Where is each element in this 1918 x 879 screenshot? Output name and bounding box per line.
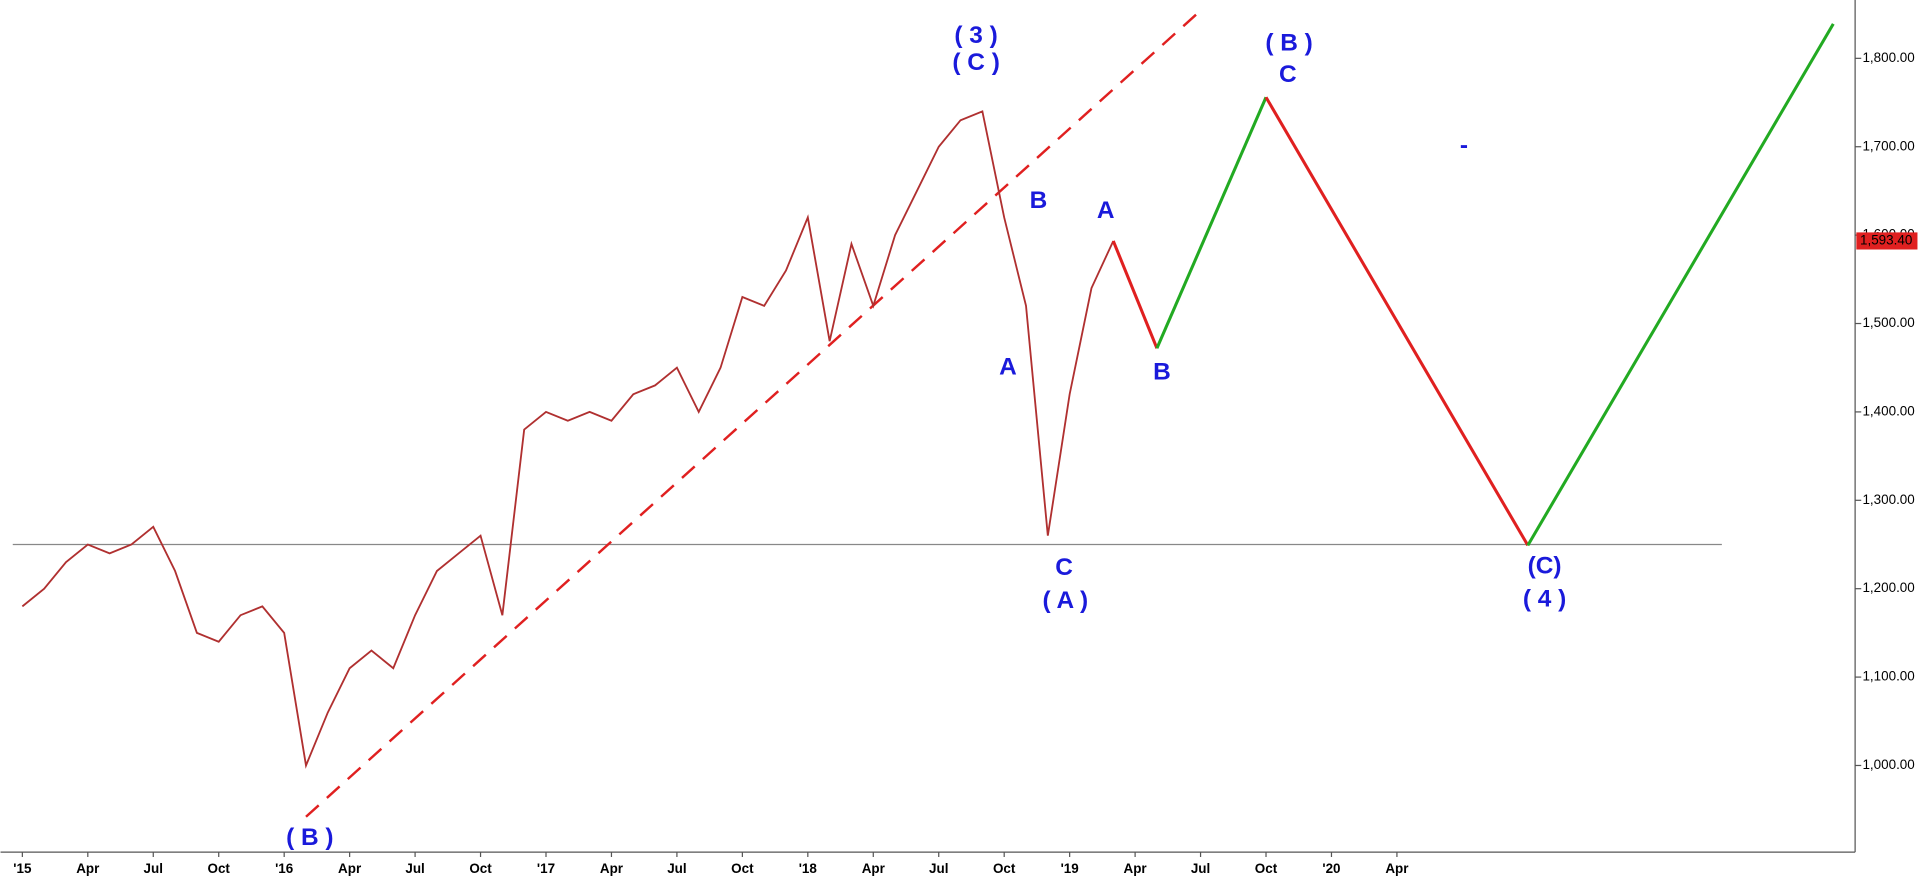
x-tick-label: Apr <box>338 861 362 876</box>
wave-label: ( B ) <box>1265 29 1313 56</box>
last-price-label: 1,593.40 <box>1860 233 1912 248</box>
x-tick-label: Oct <box>469 861 492 876</box>
x-tick-label: '19 <box>1061 861 1079 876</box>
x-tick-label: Apr <box>1385 861 1409 876</box>
wave-label: ( 4 ) <box>1523 586 1566 613</box>
y-tick-label: 1,400.00 <box>1862 403 1914 418</box>
x-tick-label: '18 <box>799 861 818 876</box>
x-tick-label: Jul <box>1191 861 1210 876</box>
x-tick-label: Oct <box>1255 861 1278 876</box>
price-line <box>21 110 1115 769</box>
x-tick-label: Jul <box>405 861 424 876</box>
wave-label: ( A ) <box>1043 587 1089 614</box>
y-tick-label: 1,700.00 <box>1862 138 1914 153</box>
wave-label: ( C ) <box>952 49 1000 76</box>
x-tick-label: Jul <box>667 861 686 876</box>
y-tick-label: 1,500.00 <box>1862 315 1914 330</box>
last-price-box <box>1856 232 1918 250</box>
x-tick-label: '17 <box>537 861 555 876</box>
x-tick-label: '16 <box>275 861 293 876</box>
y-tick-label: 1,800.00 <box>1862 50 1914 65</box>
x-tick-label: Apr <box>1124 861 1148 876</box>
projection-segment <box>1264 96 1530 547</box>
y-tick-label: 1,000.00 <box>1862 757 1914 772</box>
wave-label: C <box>1279 61 1297 88</box>
wave-label: C <box>1055 554 1073 581</box>
x-tick-label: Oct <box>731 861 754 876</box>
wave-label: A <box>999 353 1017 380</box>
wave-label: A <box>1097 197 1115 224</box>
projection-segment <box>1155 96 1268 349</box>
x-tick-label: Jul <box>144 861 163 876</box>
wave-label: ( B ) <box>286 824 334 851</box>
x-tick-label: '15 <box>13 861 32 876</box>
wave-label: B <box>1153 358 1171 385</box>
projection-segment <box>1111 240 1159 349</box>
x-tick-label: Oct <box>208 861 231 876</box>
wave-label: (C) <box>1528 553 1562 580</box>
wave-label: - <box>1460 132 1468 159</box>
projection-segment <box>1526 23 1835 547</box>
x-tick-label: Apr <box>862 861 886 876</box>
y-tick-label: 1,100.00 <box>1862 669 1914 684</box>
y-tick-label: 1,300.00 <box>1862 492 1914 507</box>
trendline <box>305 9 1202 818</box>
x-tick-label: Oct <box>993 861 1016 876</box>
wave-label: B <box>1030 187 1048 214</box>
wave-label: ( 3 ) <box>954 22 997 49</box>
x-tick-label: Apr <box>76 861 100 876</box>
x-tick-label: Apr <box>600 861 624 876</box>
x-tick-label: Jul <box>929 861 948 876</box>
x-tick-label: '20 <box>1322 861 1340 876</box>
y-tick-label: 1,200.00 <box>1862 580 1914 595</box>
